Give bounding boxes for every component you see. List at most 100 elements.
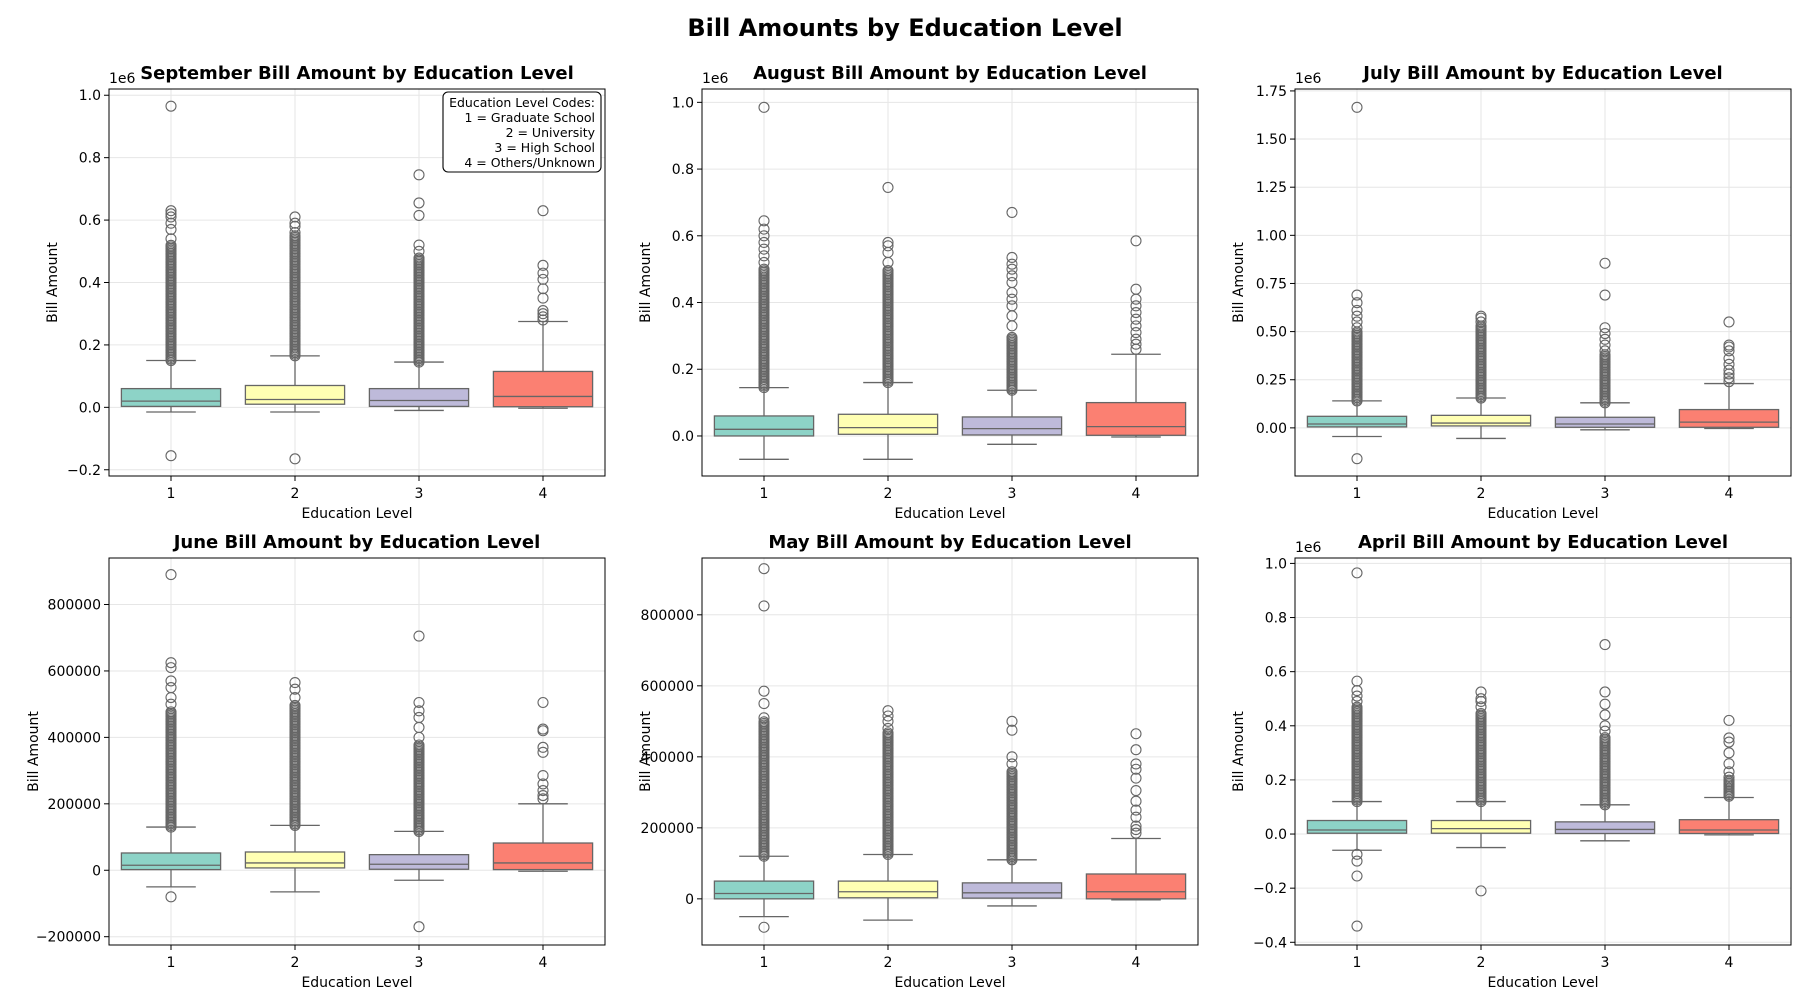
box-edu-4 — [492, 205, 594, 409]
outlier-point — [1006, 715, 1018, 727]
iqr-box — [368, 387, 470, 408]
iqr-box — [1306, 819, 1408, 834]
outlier-point — [1599, 333, 1611, 345]
outlier-point — [165, 569, 177, 581]
box-edu-4 — [1678, 714, 1780, 836]
iqr-box — [1678, 819, 1780, 835]
outlier-point — [1475, 693, 1487, 705]
outlier-point — [1723, 774, 1735, 786]
outlier-point — [1723, 766, 1735, 778]
outlier-point — [1475, 310, 1487, 322]
legend-box — [442, 91, 602, 173]
outlier-point — [1723, 758, 1735, 770]
outlier-point — [882, 727, 894, 739]
outlier-point — [1006, 293, 1018, 305]
legend-line: 3 = High School — [494, 140, 595, 155]
box-edu-3 — [1554, 257, 1656, 431]
box-edu-1 — [120, 100, 222, 462]
outlier-point — [1599, 709, 1611, 721]
outlier-point — [882, 181, 894, 193]
y-tick-label: 400000 — [641, 750, 694, 766]
outlier-point — [413, 209, 425, 221]
outlier-point — [1723, 372, 1735, 384]
iqr-box — [837, 880, 939, 899]
y-offset-text: 1e6 — [1295, 540, 1322, 556]
outlier-point — [1351, 310, 1363, 322]
axes-frame — [1294, 557, 1792, 946]
outlier-point — [1599, 639, 1611, 651]
iqr-box — [368, 853, 470, 870]
y-axis-label: Bill Amount — [26, 711, 42, 792]
y-tick-label: 0.2 — [1265, 773, 1287, 789]
outlier-point — [758, 712, 770, 724]
y-axis-label: Bill Amount — [45, 242, 61, 323]
outlier-point — [537, 267, 549, 279]
iqr-box — [1554, 416, 1656, 428]
outlier-point — [758, 563, 770, 575]
outlier-point — [1130, 313, 1142, 325]
subplot-4: −200000 0 200000 400000 600000 800000 1 2 3 4 June… — [26, 532, 606, 991]
outlier-point — [1006, 276, 1018, 289]
iqr-box — [1430, 819, 1532, 834]
outlier-point — [537, 305, 549, 317]
outlier-point — [413, 739, 425, 751]
outlier-point — [1723, 345, 1735, 357]
outlier-point — [1599, 732, 1611, 744]
iqr-box — [1085, 873, 1187, 900]
y-tick-label: 200000 — [48, 797, 101, 813]
x-tick-label: 4 — [539, 486, 548, 502]
outlier-point — [1599, 725, 1611, 737]
outlier-point — [1351, 701, 1363, 713]
outlier-point — [882, 710, 894, 722]
outlier-point — [758, 223, 770, 235]
outlier-point — [537, 205, 549, 217]
outlier-point — [1130, 811, 1142, 823]
x-tick-label: 2 — [1477, 486, 1486, 502]
outlier-point — [758, 716, 770, 728]
y-tick-label: 0.6 — [672, 229, 694, 245]
y-tick-label: 0.00 — [1256, 421, 1287, 437]
outlier-point — [165, 223, 177, 235]
outlier-point — [1599, 698, 1611, 710]
x-tick-label: 1 — [760, 486, 769, 502]
y-tick-label: 1.00 — [1256, 228, 1287, 244]
y-tick-label: 800000 — [641, 608, 694, 624]
outlier-point — [165, 706, 177, 718]
outlier-point — [1351, 870, 1363, 882]
y-tick-label: 1.0 — [672, 95, 694, 111]
outlier-point — [165, 675, 177, 687]
box-edu-1 — [713, 563, 815, 933]
outlier-point — [1006, 300, 1018, 312]
box-edu-3 — [1554, 639, 1656, 842]
outlier-point — [165, 682, 177, 694]
box-edu-1 — [1306, 567, 1408, 932]
subplot-2: 0.0 0.2 0.4 0.6 0.8 1.0 1 2 3 4 1e6 August Bill Amo… — [638, 63, 1199, 522]
outlier-point — [1130, 785, 1142, 797]
outlier-point — [413, 711, 425, 724]
outlier-point — [165, 891, 177, 903]
x-tick-label: 1 — [167, 955, 176, 971]
y-tick-label: 600000 — [641, 679, 694, 695]
iqr-box — [120, 387, 222, 408]
outlier-point — [1006, 331, 1018, 344]
outlier-point — [1599, 257, 1611, 269]
x-tick-label: 1 — [167, 486, 176, 502]
outlier-point — [537, 308, 549, 320]
outlier-point — [165, 662, 177, 674]
x-tick-label: 3 — [415, 955, 424, 971]
outlier-point — [1006, 258, 1018, 270]
box-edu-4 — [1085, 235, 1187, 438]
outlier-point — [1351, 322, 1363, 334]
outlier-point — [758, 215, 770, 227]
outlier-point — [537, 746, 549, 758]
outlier-point — [758, 250, 770, 262]
y-tick-label: 1.0 — [1265, 556, 1287, 572]
iqr-box — [244, 851, 346, 869]
outlier-point — [1723, 714, 1735, 726]
outlier-point — [413, 696, 425, 709]
y-tick-label: 0.8 — [79, 151, 101, 167]
outlier-point — [1006, 251, 1018, 264]
y-tick-label: −200000 — [36, 930, 101, 946]
outlier-point — [413, 197, 425, 209]
outlier-point — [165, 450, 177, 462]
